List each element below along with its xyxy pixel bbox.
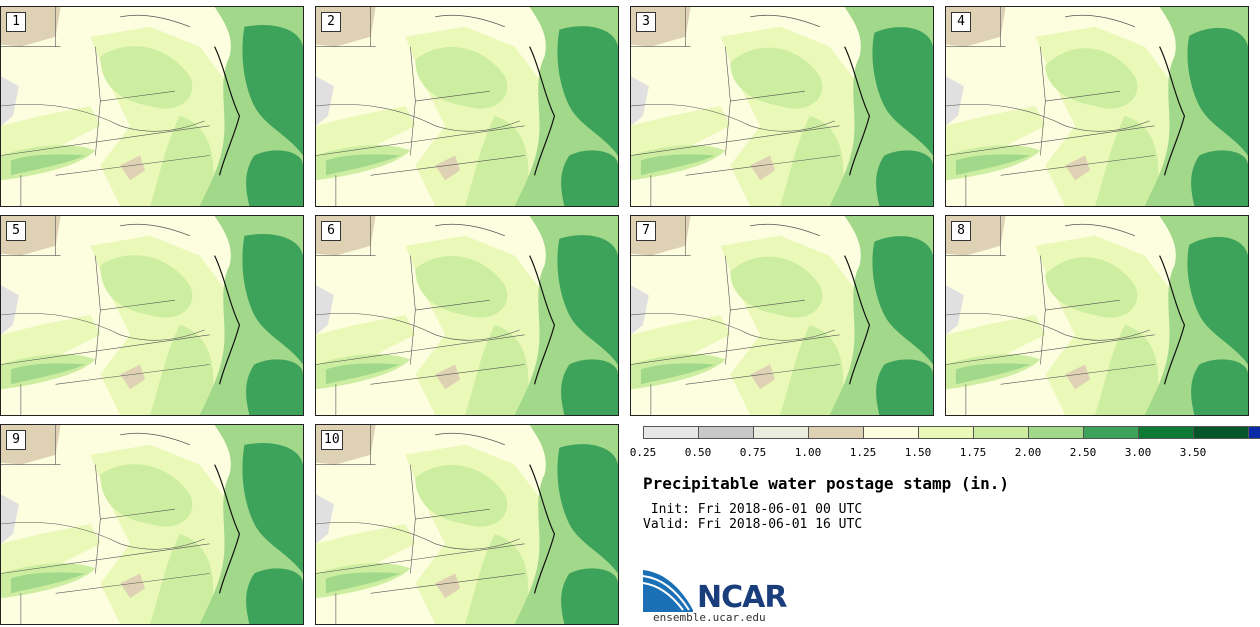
- stamp-number: 3: [636, 12, 656, 32]
- precipitable-water-map: [316, 425, 618, 624]
- colorbar-swatch: [1138, 426, 1194, 439]
- stamp-panel: 5: [0, 215, 304, 416]
- stamp-panel: 8: [945, 215, 1249, 416]
- colorbar-tick-label: 2.50: [1069, 446, 1097, 459]
- colorbar-tick-label: 3.50: [1179, 446, 1207, 459]
- stamp-panel: 2: [315, 6, 619, 207]
- stamp-number: 8: [951, 221, 971, 241]
- stamp-panel: 1: [0, 6, 304, 207]
- stamp-number: 2: [321, 12, 341, 32]
- stamp-number: 1: [6, 12, 26, 32]
- plot-title: Precipitable water postage stamp (in.): [643, 474, 1010, 493]
- stamp-number: 9: [6, 430, 26, 450]
- colorbar-tick-label: 0.25: [629, 446, 657, 459]
- colorbar-tick-label: 1.50: [904, 446, 932, 459]
- stamp-panel: 4: [945, 6, 1249, 207]
- colorbar-tick-label: 0.75: [739, 446, 767, 459]
- ncar-swoosh-icon: [643, 570, 693, 612]
- colorbar-tick-label: 2.00: [1014, 446, 1042, 459]
- ncar-logo-text: NCAR: [697, 580, 787, 615]
- precipitable-water-map: [1, 216, 303, 415]
- colorbar-swatch: [808, 426, 864, 439]
- colorbar-swatch: [1083, 426, 1139, 439]
- init-time: Init: Fri 2018-06-01 00 UTC: [643, 502, 863, 517]
- stamp-number: 7: [636, 221, 656, 241]
- colorbar-tick-label: 1.75: [959, 446, 987, 459]
- colorbar-swatch: [1028, 426, 1084, 439]
- colorbar-swatch: [918, 426, 974, 439]
- colorbar-tick-label: 1.00: [794, 446, 822, 459]
- stamp-number: 10: [321, 430, 343, 450]
- stamp-number: 4: [951, 12, 971, 32]
- colorbar-tick-label: 1.25: [849, 446, 877, 459]
- valid-time: Valid: Fri 2018-06-01 16 UTC: [643, 517, 863, 532]
- precipitable-water-map: [316, 7, 618, 206]
- precipitable-water-map: [1, 425, 303, 624]
- colorbar-swatch: [973, 426, 1029, 439]
- precipitable-water-map: [946, 7, 1248, 206]
- ncar-logo: NCAR: [643, 570, 793, 622]
- colorbar-swatch: [698, 426, 754, 439]
- stamp-number: 5: [6, 221, 26, 241]
- precipitable-water-map: [631, 7, 933, 206]
- precipitable-water-map: [316, 216, 618, 415]
- colorbar-swatch: [1248, 426, 1260, 439]
- colorbar-swatch: [643, 426, 699, 439]
- colorbar-swatch: [1193, 426, 1249, 439]
- precipitable-water-map: [1, 7, 303, 206]
- colorbar-swatch: [863, 426, 919, 439]
- colorbar-tick-label: 3.00: [1124, 446, 1152, 459]
- stamp-panel: 6: [315, 215, 619, 416]
- colorbar-tick-label: 0.50: [684, 446, 712, 459]
- precipitable-water-map: [631, 216, 933, 415]
- stamp-panel: 7: [630, 215, 934, 416]
- stamp-panel: 3: [630, 6, 934, 207]
- precipitable-water-map: [946, 216, 1248, 415]
- stamp-number: 6: [321, 221, 341, 241]
- colorbar-swatch: [753, 426, 809, 439]
- logo-url: ensemble.ucar.edu: [653, 611, 766, 624]
- stamp-panel: 10: [315, 424, 619, 625]
- stamp-panel: 9: [0, 424, 304, 625]
